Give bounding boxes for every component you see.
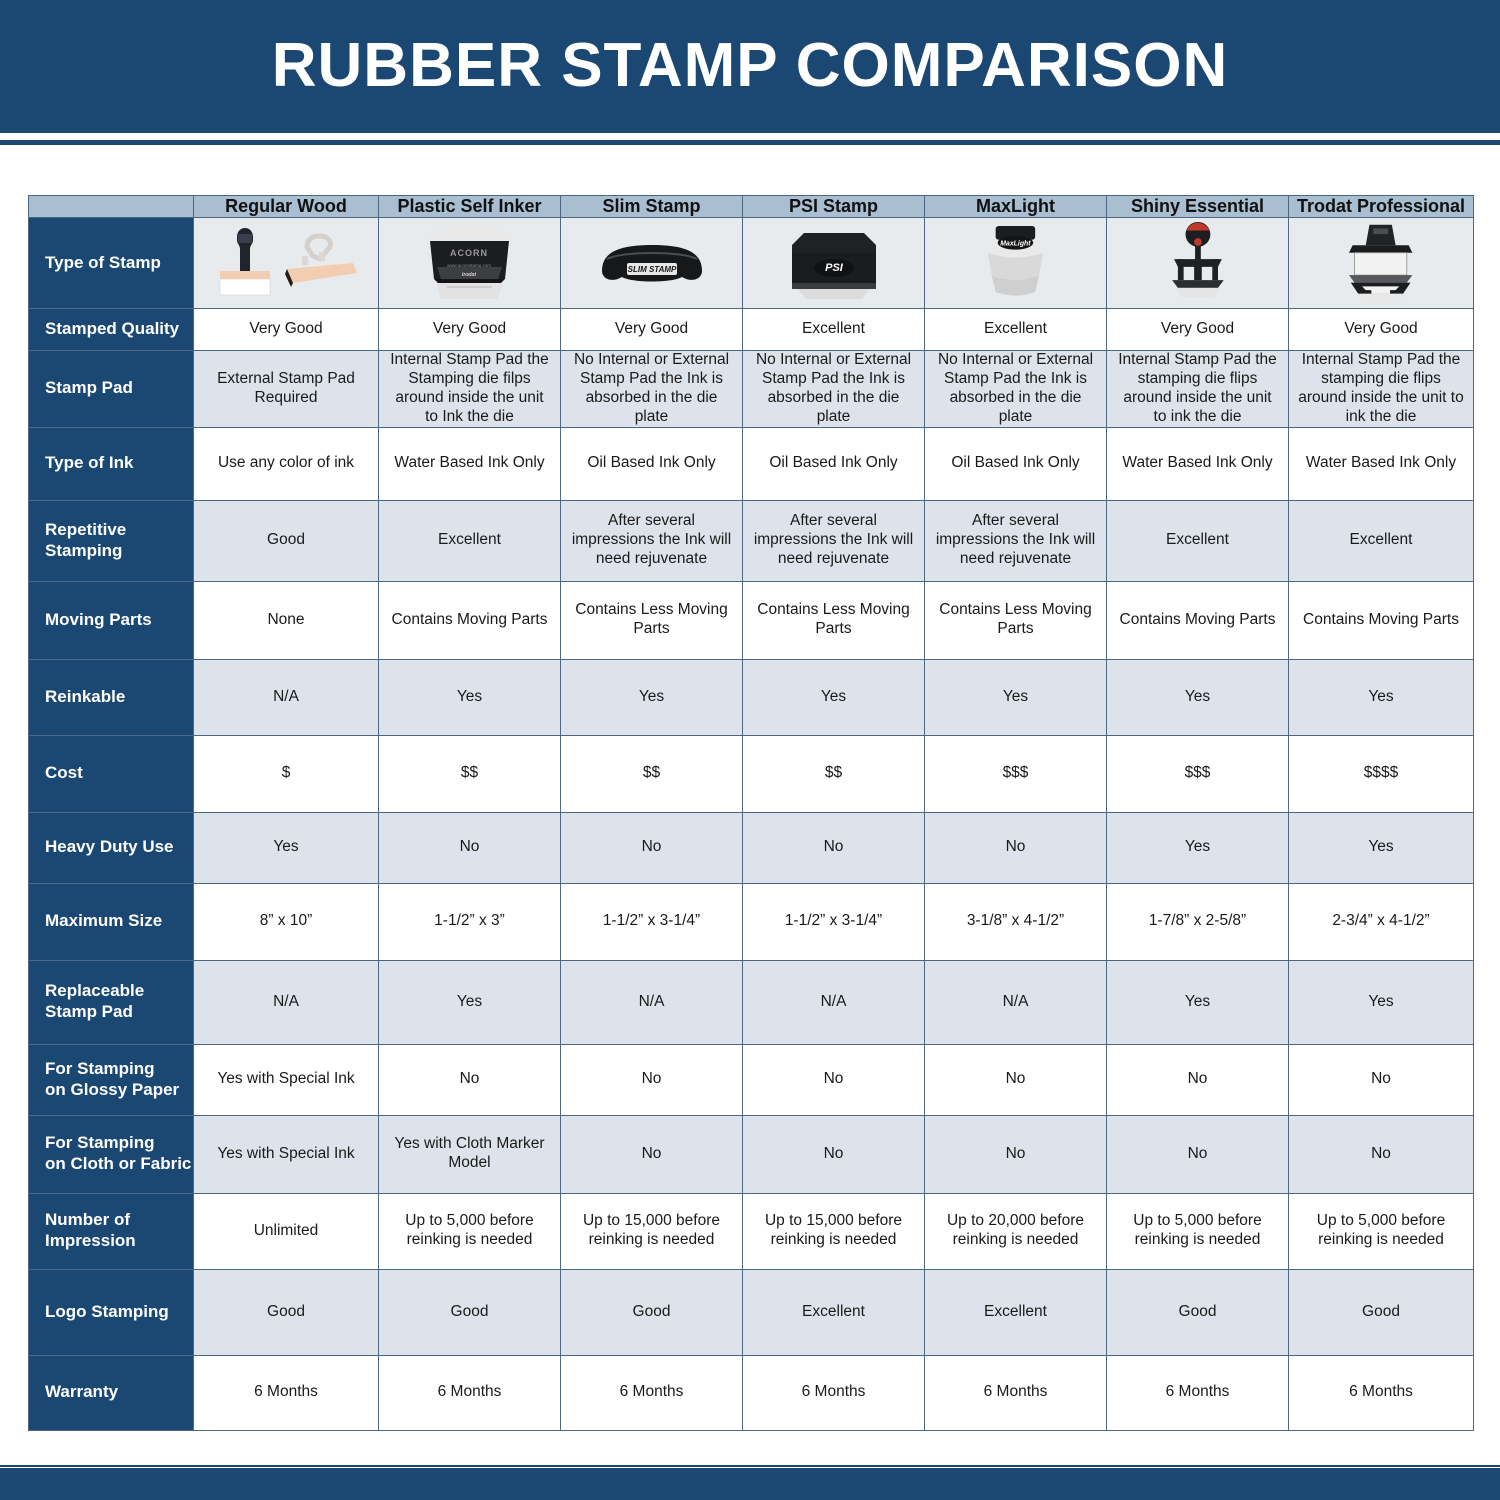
svg-text:SLIM STAMP: SLIM STAMP <box>627 265 676 274</box>
svg-text:PSI: PSI <box>825 262 844 274</box>
svg-text:ACORN: ACORN <box>450 248 488 258</box>
svg-text:trodat: trodat <box>462 272 477 278</box>
svg-text:MaxLight: MaxLight <box>1000 241 1031 248</box>
